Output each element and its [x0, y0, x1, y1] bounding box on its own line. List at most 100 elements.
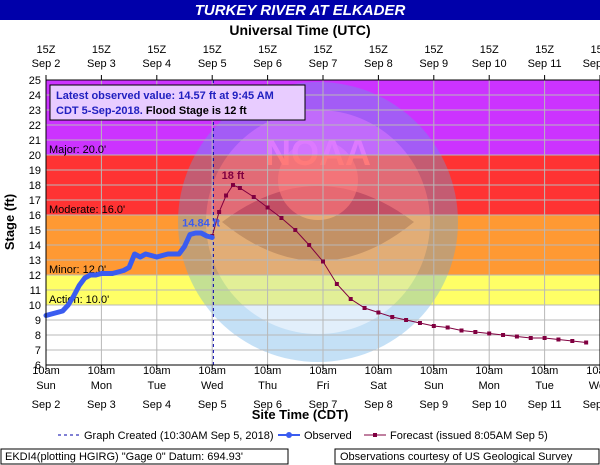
top-tick-date: Sep 7: [309, 58, 338, 70]
bottom-tick-weekday: Fri: [317, 380, 330, 392]
legend-forecast-label: Forecast (issued 8:05AM Sep 5): [390, 430, 548, 442]
top-tick-time: 15Z: [369, 44, 388, 56]
forecast-point: [293, 228, 298, 232]
forecast-point: [404, 318, 409, 322]
annotation-label: 18 ft: [222, 170, 245, 182]
y-tick-label: 22: [29, 120, 41, 132]
y-tick-label: 7: [35, 345, 41, 357]
forecast-point: [556, 337, 561, 342]
band-label-moderate: Moderate: 16.0': [49, 204, 125, 216]
y-tick-label: 18: [29, 180, 41, 192]
forecast-point: [348, 297, 353, 301]
svg-text:CDT 5-Sep-2018. Flood Stage is: CDT 5-Sep-2018. Flood Stage is 12 ft: [56, 105, 247, 117]
bottom-tick-time: 10am: [198, 365, 226, 377]
y-tick-label: 8: [35, 330, 41, 342]
noaa-seal-center: NOAA: [265, 132, 371, 173]
bottom-tick-time: 10am: [475, 365, 503, 377]
bottom-tick-date: Sep 7: [309, 399, 338, 411]
bottom-tick-weekday: Mon: [478, 380, 499, 392]
forecast-point: [362, 306, 367, 310]
y-tick-label: 17: [29, 195, 41, 207]
bottom-tick-time: 10am: [143, 365, 171, 377]
top-tick-date: Sep 11: [528, 58, 562, 70]
bottom-tick-date: Sep 3: [87, 399, 116, 411]
bottom-tick-weekday: Sun: [36, 380, 56, 392]
bottom-tick-time: 10am: [420, 365, 448, 377]
bottom-tick-weekday: Thu: [258, 380, 277, 392]
y-tick-label: 19: [29, 165, 41, 177]
y-axis-label: Stage (ft): [2, 194, 17, 250]
bottom-tick-weekday: Tue: [535, 380, 554, 392]
y-tick-label: 10: [29, 300, 41, 312]
y-tick-label: 24: [29, 90, 41, 102]
peak-annotations: 14.84 ft 18 ft: [182, 170, 244, 229]
footer-credit-text: Observations courtesy of US Geological S…: [340, 451, 573, 463]
top-tick-date: Sep 9: [419, 58, 448, 70]
y-tick-label: 20: [29, 150, 41, 162]
bottom-tick-weekday: Sun: [424, 380, 444, 392]
top-tick-time: 15Z: [480, 44, 499, 56]
bottom-tick-time: 10am: [88, 365, 116, 377]
top-tick-date: Sep 6: [253, 58, 282, 70]
top-tick-time: 15Z: [147, 44, 166, 56]
forecast-point: [251, 195, 256, 199]
forecast-point: [584, 340, 589, 345]
bottom-tick-time: 10am: [32, 365, 60, 377]
forecast-point: [279, 216, 284, 220]
forecast-point: [473, 330, 478, 334]
top-tick-time: 15Z: [203, 44, 222, 56]
legend-observed-label: Observed: [304, 430, 352, 442]
y-tick-label: 21: [29, 135, 41, 147]
footer: EKDI4(plotting HGIRG) "Gage 0" Datum: 69…: [0, 448, 600, 465]
bottom-tick-date: Sep 2: [32, 399, 61, 411]
y-tick-label: 6: [35, 360, 41, 372]
y-tick-label: 12: [29, 270, 41, 282]
band-label-action: Action: 10.0': [49, 294, 109, 306]
y-tick-label: 23: [29, 105, 41, 117]
bottom-tick-weekday: Tue: [148, 380, 167, 392]
y-tick-label: 14: [29, 240, 41, 252]
forecast-point: [321, 259, 325, 264]
forecast-point: [334, 282, 339, 286]
forecast-point: [376, 310, 381, 315]
bottom-tick-date: Sep 5: [198, 399, 227, 411]
top-tick-date: Sep 10: [472, 58, 507, 70]
bottom-tick-weekday: Wed: [589, 380, 600, 392]
y-tick-label: 13: [29, 255, 41, 267]
latest-value-box: Latest observed value: 14.57 ft at 9:45 …: [49, 84, 306, 121]
top-tick-date: Sep 3: [87, 58, 116, 70]
bottom-tick-date: Sep 9: [419, 399, 448, 411]
bottom-tick-date: Sep 10: [472, 399, 507, 411]
top-tick-date: Sep 8: [364, 58, 393, 70]
forecast-point: [307, 243, 312, 247]
top-axis-title: Universal Time (UTC): [229, 22, 370, 38]
forecast-point: [217, 210, 222, 214]
legend-forecast-swatch: [364, 433, 386, 437]
bottom-tick-weekday: Wed: [201, 380, 223, 392]
bottom-tick-date: Sep 8: [364, 399, 393, 411]
bottom-tick-date: Sep 11: [528, 399, 562, 411]
forecast-point: [431, 324, 436, 328]
y-tick-label: 9: [35, 315, 41, 327]
flood-stage-text: Flood Stage is 12 ft: [143, 105, 247, 117]
bottom-tick-weekday: Sat: [370, 380, 387, 392]
latest-value-date: CDT 5-Sep-2018.: [56, 105, 143, 117]
forecast-point: [417, 321, 422, 325]
top-tick-time: 15Z: [535, 44, 554, 56]
legend-graph-created-label: Graph Created (10:30AM Sep 5, 2018): [84, 430, 274, 442]
bottom-tick-date: Sep 6: [253, 399, 282, 411]
y-tick-label: 11: [30, 285, 41, 297]
forecast-point: [570, 339, 575, 343]
legend: Graph Created (10:30AM Sep 5, 2018) Obse…: [58, 430, 548, 442]
y-tick-label: 15: [29, 225, 41, 237]
band-label-major: Major: 20.0': [49, 144, 106, 156]
forecast-point: [224, 193, 229, 198]
y-tick-label: 25: [29, 75, 41, 87]
observed-series-line: [43, 230, 215, 318]
forecast-point: [265, 205, 270, 210]
bottom-tick-time: 10am: [254, 365, 282, 377]
forecast-point: [542, 336, 547, 340]
latest-value-line1: Latest observed value: 14.57 ft at 9:45 …: [56, 90, 274, 102]
forecast-point: [459, 328, 464, 333]
